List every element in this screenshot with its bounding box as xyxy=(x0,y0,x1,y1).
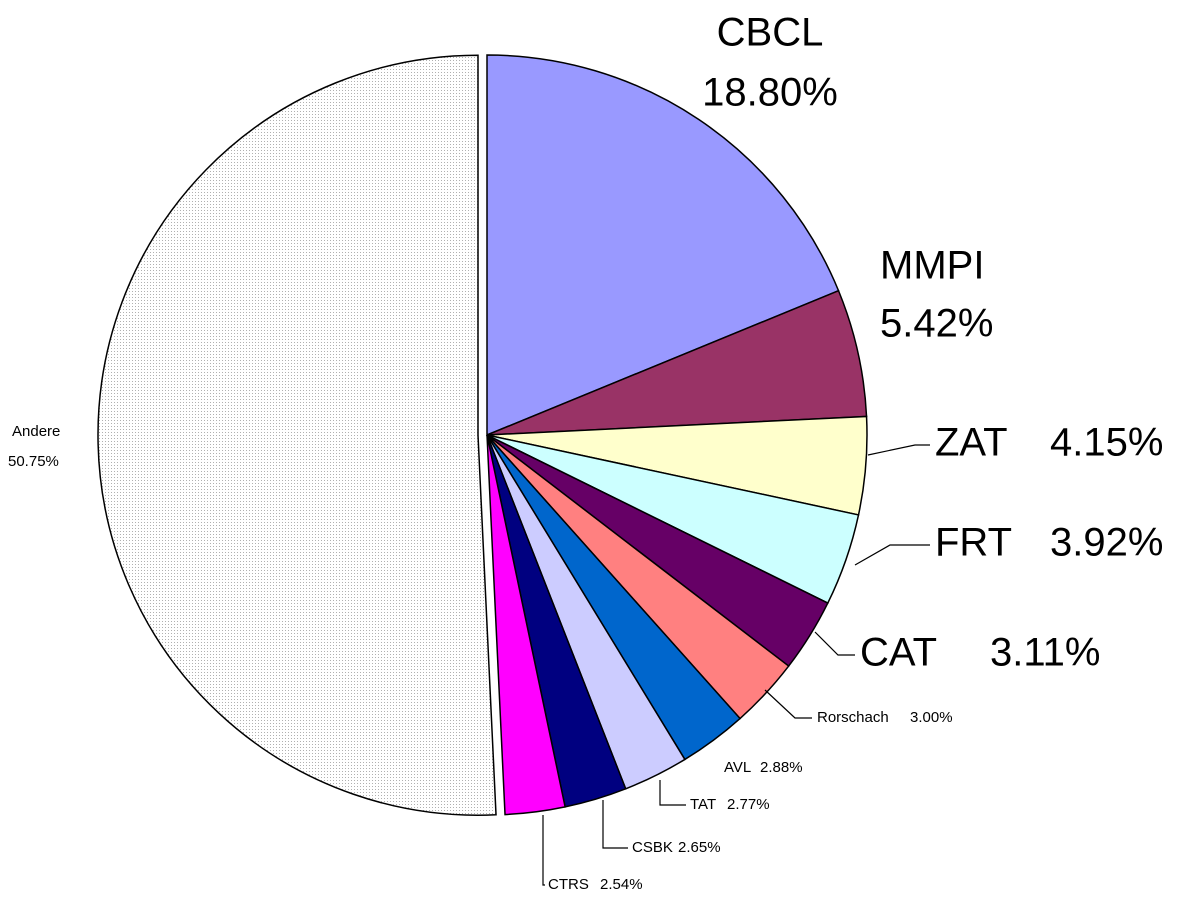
leader-line xyxy=(659,780,686,806)
slice-label: CSBK xyxy=(632,839,673,856)
slice-value-label: 3.11% xyxy=(990,631,1100,675)
leader-line xyxy=(854,544,930,566)
leader-line xyxy=(542,815,545,886)
slice-label: Andere xyxy=(12,423,60,440)
slice-value-label: 2.88% xyxy=(760,759,803,776)
leader-line xyxy=(602,800,628,849)
slice-value-label: 2.65% xyxy=(678,839,721,856)
slice-label: TAT xyxy=(690,796,716,813)
slice-value-label: 5.42% xyxy=(880,302,993,346)
slice-label: MMPI xyxy=(880,244,984,288)
pie-slice xyxy=(97,54,497,816)
slice-label: CTRS xyxy=(548,876,589,893)
slice-value-label: 18.80% xyxy=(702,71,838,115)
slice-label: CBCL xyxy=(717,11,824,55)
slice-label: Rorschach xyxy=(817,709,889,726)
pie-slice xyxy=(486,434,567,816)
slice-value-label: 2.54% xyxy=(600,876,643,893)
slice-value-label: 2.77% xyxy=(727,796,770,813)
leader-line xyxy=(764,689,812,719)
slice-value-label: 3.92% xyxy=(1050,521,1163,565)
slice-label: CAT xyxy=(860,631,937,675)
slice-label: FRT xyxy=(935,521,1012,565)
pie-slice xyxy=(486,54,840,437)
slice-label: AVL xyxy=(724,759,751,776)
slice-value-label: 4.15% xyxy=(1050,421,1163,465)
slice-value-label: 50.75% xyxy=(8,453,59,470)
leader-line xyxy=(814,631,855,656)
leader-line xyxy=(867,444,930,456)
slice-value-label: 3.00% xyxy=(910,709,953,726)
slice-label: ZAT xyxy=(935,421,1008,465)
